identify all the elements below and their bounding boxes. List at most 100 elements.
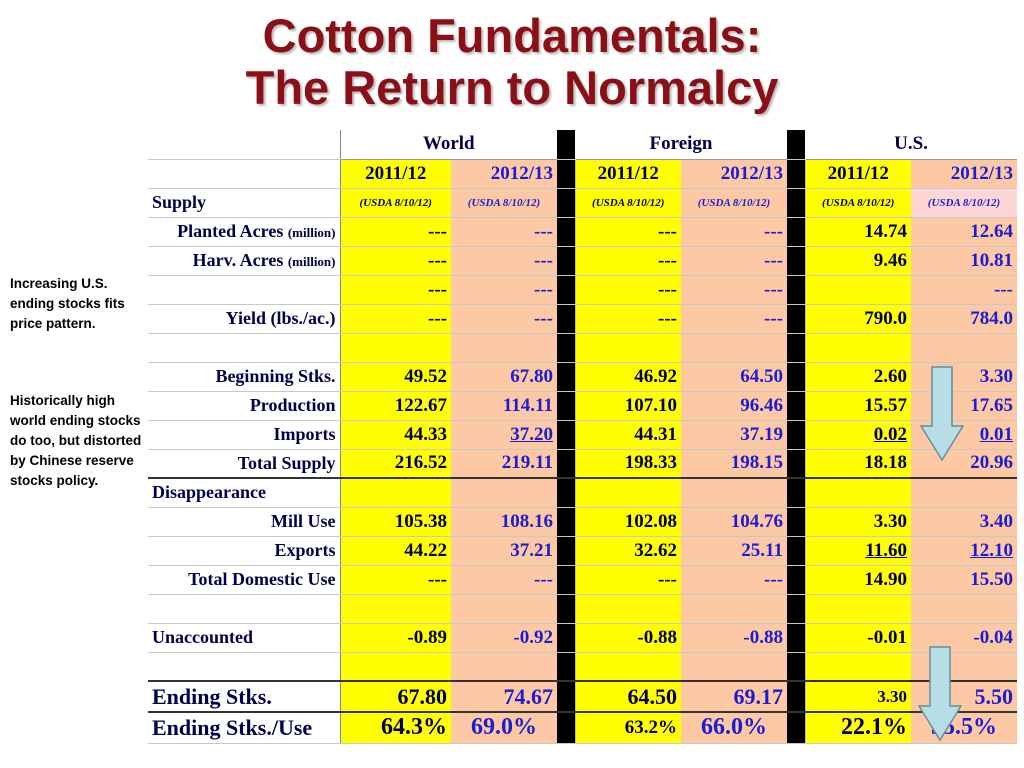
table-cell: 63.2% bbox=[574, 711, 681, 744]
group-world: World bbox=[340, 130, 557, 160]
row-label: Yield (lbs./ac.) bbox=[148, 304, 341, 334]
table-cell: --- bbox=[339, 217, 451, 247]
table-cell: 102.08 bbox=[574, 507, 681, 537]
table-row-exports: Exports 44.22 37.21 32.62 25.11 11.60 12… bbox=[148, 536, 1017, 566]
table-cell: 69.17 bbox=[681, 680, 787, 713]
table-cell: 37.21 bbox=[451, 536, 557, 566]
table-cell: 15.50 bbox=[911, 565, 1017, 595]
table-cell: 105.38 bbox=[339, 507, 451, 537]
table-cell: -0.92 bbox=[451, 623, 557, 653]
table-cell: 14.74 bbox=[804, 217, 911, 247]
table-cell: -0.88 bbox=[574, 623, 681, 653]
slide-title: Cotton Fundamentals: The Return to Norma… bbox=[0, 10, 1024, 114]
table-cell: 3.40 bbox=[911, 507, 1017, 537]
source-note: (USDA 8/10/12) bbox=[574, 188, 681, 218]
row-label: Planted Acres (million) bbox=[148, 217, 341, 247]
table-cell: 37.19 bbox=[681, 420, 787, 450]
table-cell: 2.60 bbox=[804, 362, 911, 392]
row-label: Ending Stks./Use bbox=[148, 711, 341, 744]
table-row-yield: Yield (lbs./ac.) --- --- --- --- 790.0 7… bbox=[148, 304, 1017, 334]
column-separator bbox=[787, 130, 805, 160]
table-row-mill-use: Mill Use 105.38 108.16 102.08 104.76 3.3… bbox=[148, 507, 1017, 537]
table-cell: 74.67 bbox=[451, 680, 557, 713]
table-cell: --- bbox=[574, 275, 681, 305]
table-cell: --- bbox=[339, 304, 451, 334]
table-cell: --- bbox=[451, 304, 557, 334]
table-cell: --- bbox=[681, 304, 787, 334]
table-cell: 66.0% bbox=[681, 711, 787, 744]
table-cell: 64.50 bbox=[574, 680, 681, 713]
table-cell: 37.20 bbox=[451, 420, 557, 450]
table-cell: 49.52 bbox=[339, 362, 451, 392]
row-label: Ending Stks. bbox=[148, 680, 341, 713]
row-label: Production bbox=[148, 391, 341, 421]
table-cell: 64.3% bbox=[339, 711, 451, 744]
group-header-row: World Foreign U.S. bbox=[148, 130, 1017, 160]
row-label: Beginning Stks. bbox=[148, 362, 341, 392]
table-cell: 3.30 bbox=[804, 507, 911, 537]
table-cell: 22.1% bbox=[804, 711, 911, 744]
source-note: (USDA 8/10/12) bbox=[804, 188, 911, 218]
table-cell: 114.11 bbox=[451, 391, 557, 421]
table-row-empty bbox=[148, 333, 1017, 363]
table-cell: 44.22 bbox=[339, 536, 451, 566]
row-label: Total Domestic Use bbox=[148, 565, 341, 595]
table-cell: --- bbox=[339, 246, 451, 276]
table-cell: 198.33 bbox=[574, 449, 681, 479]
table-cell: 790.0 bbox=[804, 304, 911, 334]
table-cell: --- bbox=[574, 565, 681, 595]
source-note: (USDA 8/10/12) bbox=[339, 188, 451, 218]
table-cell: -0.88 bbox=[681, 623, 787, 653]
table-row-ending-stocks: Ending Stks. 67.80 74.67 64.50 69.17 3.3… bbox=[148, 680, 1017, 713]
row-label: Harv. Acres (million) bbox=[148, 246, 341, 276]
table-cell: 107.10 bbox=[574, 391, 681, 421]
table-cell: 67.80 bbox=[339, 680, 451, 713]
column-separator bbox=[557, 130, 575, 160]
cotton-balance-table: World Foreign U.S. 2011/12 2012/13 2011/… bbox=[148, 130, 1017, 744]
table-cell: 0.02 bbox=[804, 420, 911, 450]
table-cell: 216.52 bbox=[339, 449, 451, 479]
table-cell: --- bbox=[451, 217, 557, 247]
table-cell: 198.15 bbox=[681, 449, 787, 479]
table-cell: 18.18 bbox=[804, 449, 911, 479]
year-header: 2012/13 bbox=[451, 159, 557, 189]
row-label: Supply bbox=[148, 188, 341, 218]
row-label: Unaccounted bbox=[148, 623, 341, 653]
table-cell: 96.46 bbox=[681, 391, 787, 421]
table-row-total-domestic-use: Total Domestic Use --- --- --- --- 14.90… bbox=[148, 565, 1017, 595]
table-cell: 3.30 bbox=[911, 362, 1017, 392]
table-cell: 17.65 bbox=[911, 391, 1017, 421]
table-cell: --- bbox=[451, 246, 557, 276]
table-row-harvested-acres: Harv. Acres (million) --- --- --- --- 9.… bbox=[148, 246, 1017, 276]
year-header: 2012/13 bbox=[681, 159, 787, 189]
row-label: Mill Use bbox=[148, 507, 341, 537]
year-header: 2012/13 bbox=[911, 159, 1017, 189]
source-note: (USDA 8/10/12) bbox=[681, 188, 787, 218]
row-label: Exports bbox=[148, 536, 341, 566]
title-line-1: Cotton Fundamentals: bbox=[262, 9, 762, 62]
table-cell: -0.89 bbox=[339, 623, 451, 653]
table-cell: 784.0 bbox=[911, 304, 1017, 334]
source-note: (USDA 8/10/12) bbox=[911, 188, 1017, 218]
year-header-row: 2011/12 2012/13 2011/12 2012/13 2011/12 … bbox=[148, 159, 1017, 189]
group-us: U.S. bbox=[805, 130, 1017, 160]
table-cell: --- bbox=[574, 304, 681, 334]
table-cell: 32.62 bbox=[574, 536, 681, 566]
note-world-ending-stocks: Historically high world ending stocks do… bbox=[10, 393, 142, 488]
table-cell: --- bbox=[681, 246, 787, 276]
table-cell: --- bbox=[911, 275, 1017, 305]
source-note: (USDA 8/10/12) bbox=[451, 188, 557, 218]
table-row-blank: --- --- --- --- --- bbox=[148, 275, 1017, 305]
table-row-production: Production 122.67 114.11 107.10 96.46 15… bbox=[148, 391, 1017, 421]
table-cell: --- bbox=[339, 565, 451, 595]
table-cell: 12.64 bbox=[911, 217, 1017, 247]
year-header: 2011/12 bbox=[804, 159, 911, 189]
table-cell: 12.10 bbox=[911, 536, 1017, 566]
table-cell: --- bbox=[339, 275, 451, 305]
table-cell: 15.57 bbox=[804, 391, 911, 421]
table-cell bbox=[804, 275, 911, 305]
table-cell: -0.04 bbox=[911, 623, 1017, 653]
row-label: Disappearance bbox=[148, 478, 341, 508]
table-row-total-supply: Total Supply 216.52 219.11 198.33 198.15… bbox=[148, 449, 1017, 479]
table-cell: 108.16 bbox=[451, 507, 557, 537]
